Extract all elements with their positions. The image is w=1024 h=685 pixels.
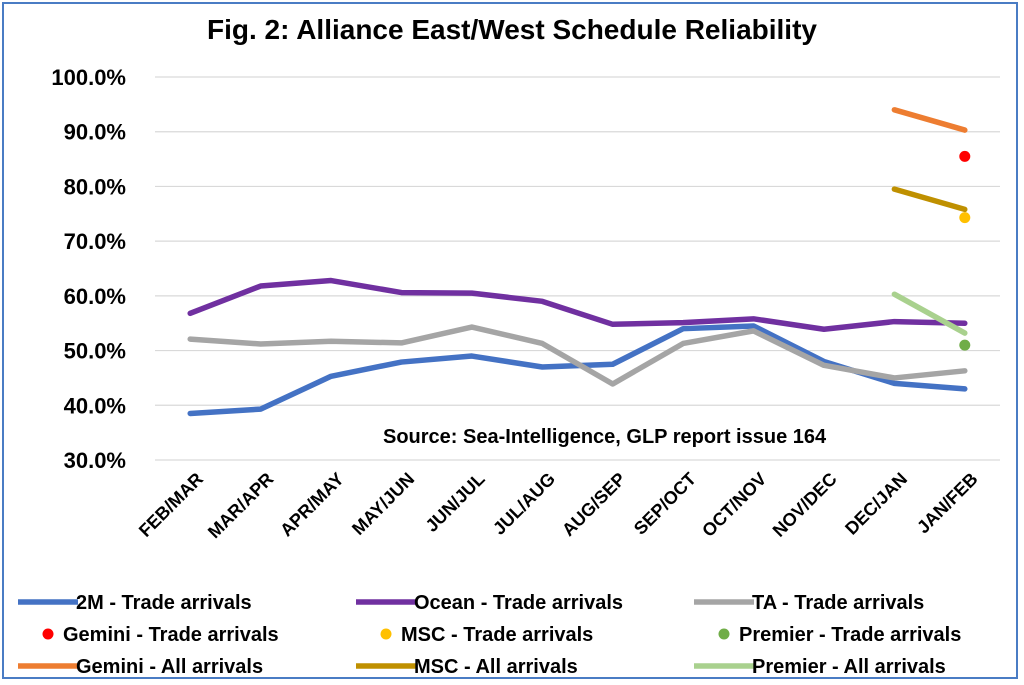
series-line-gemini-all-arrivals [891,107,968,133]
legend-label: MSC - All arrivals [414,656,578,678]
x-tick-label: MAR/APR [204,469,278,543]
gridlines [155,76,1000,461]
x-tick-label: NOV/DEC [769,469,841,541]
series-line-ta-trade-arrivals [187,324,968,387]
y-tick-label: 100.0% [51,65,126,90]
x-tick-label: AUG/SEP [558,469,629,540]
legend-label: MSC - Trade arrivals [401,624,593,646]
x-tick-label: SEP/OCT [630,469,700,539]
x-tick-label: JUL/AUG [489,469,559,539]
x-tick-label: APR/MAY [276,469,348,541]
chart-title: Fig. 2: Alliance East/West Schedule Reli… [207,14,817,45]
legend-marker [718,628,730,640]
data-point-msc-trade-arrivals [959,212,971,224]
y-tick-label: 30.0% [64,448,126,473]
x-tick-label: DEC/JAN [841,469,911,539]
y-tick-label: 90.0% [64,120,126,145]
series-group [187,107,971,417]
legend-label: TA - Trade arrivals [752,592,924,614]
legend-label: Premier - All arrivals [752,656,946,678]
y-tick-label: 80.0% [64,174,126,199]
legend-marker [42,628,54,640]
legend-label: Gemini - Trade arrivals [63,624,279,646]
legend-label: Premier - Trade arrivals [739,624,961,646]
data-point-gemini-trade-arrivals [959,150,971,162]
y-tick-label: 50.0% [64,339,126,364]
legend-marker [380,628,392,640]
y-tick-label: 40.0% [64,393,126,418]
x-tick-label: OCT/NOV [698,469,770,541]
x-tick-label: JAN/FEB [913,469,982,538]
series-line-ocean-trade-arrivals [187,277,968,332]
x-tick-label: JUN/JUL [422,469,489,536]
legend-label: Ocean - Trade arrivals [414,592,623,614]
y-axis-ticks: 100.0% 90.0% 80.0% 70.0% 60.0% 50.0% 40.0% 30.0… [51,65,126,473]
data-point-premier-trade-arrivals [959,339,971,351]
y-tick-label: 60.0% [64,284,126,309]
legend-label: 2M - Trade arrivals [76,592,252,614]
x-tick-label: FEB/MAR [135,469,207,541]
x-tick-label: MAY/JUN [348,469,418,539]
legend-label: Gemini - All arrivals [76,656,263,678]
series-line-premier-all-arrivals [891,291,968,336]
y-tick-label: 70.0% [64,229,126,254]
series-line-msc-all-arrivals [891,186,968,213]
source-annotation: Source: Sea-Intelligence, GLP report iss… [383,426,827,448]
legend: 2M - Trade arrivals Ocean - Trade arrival… [18,592,961,678]
